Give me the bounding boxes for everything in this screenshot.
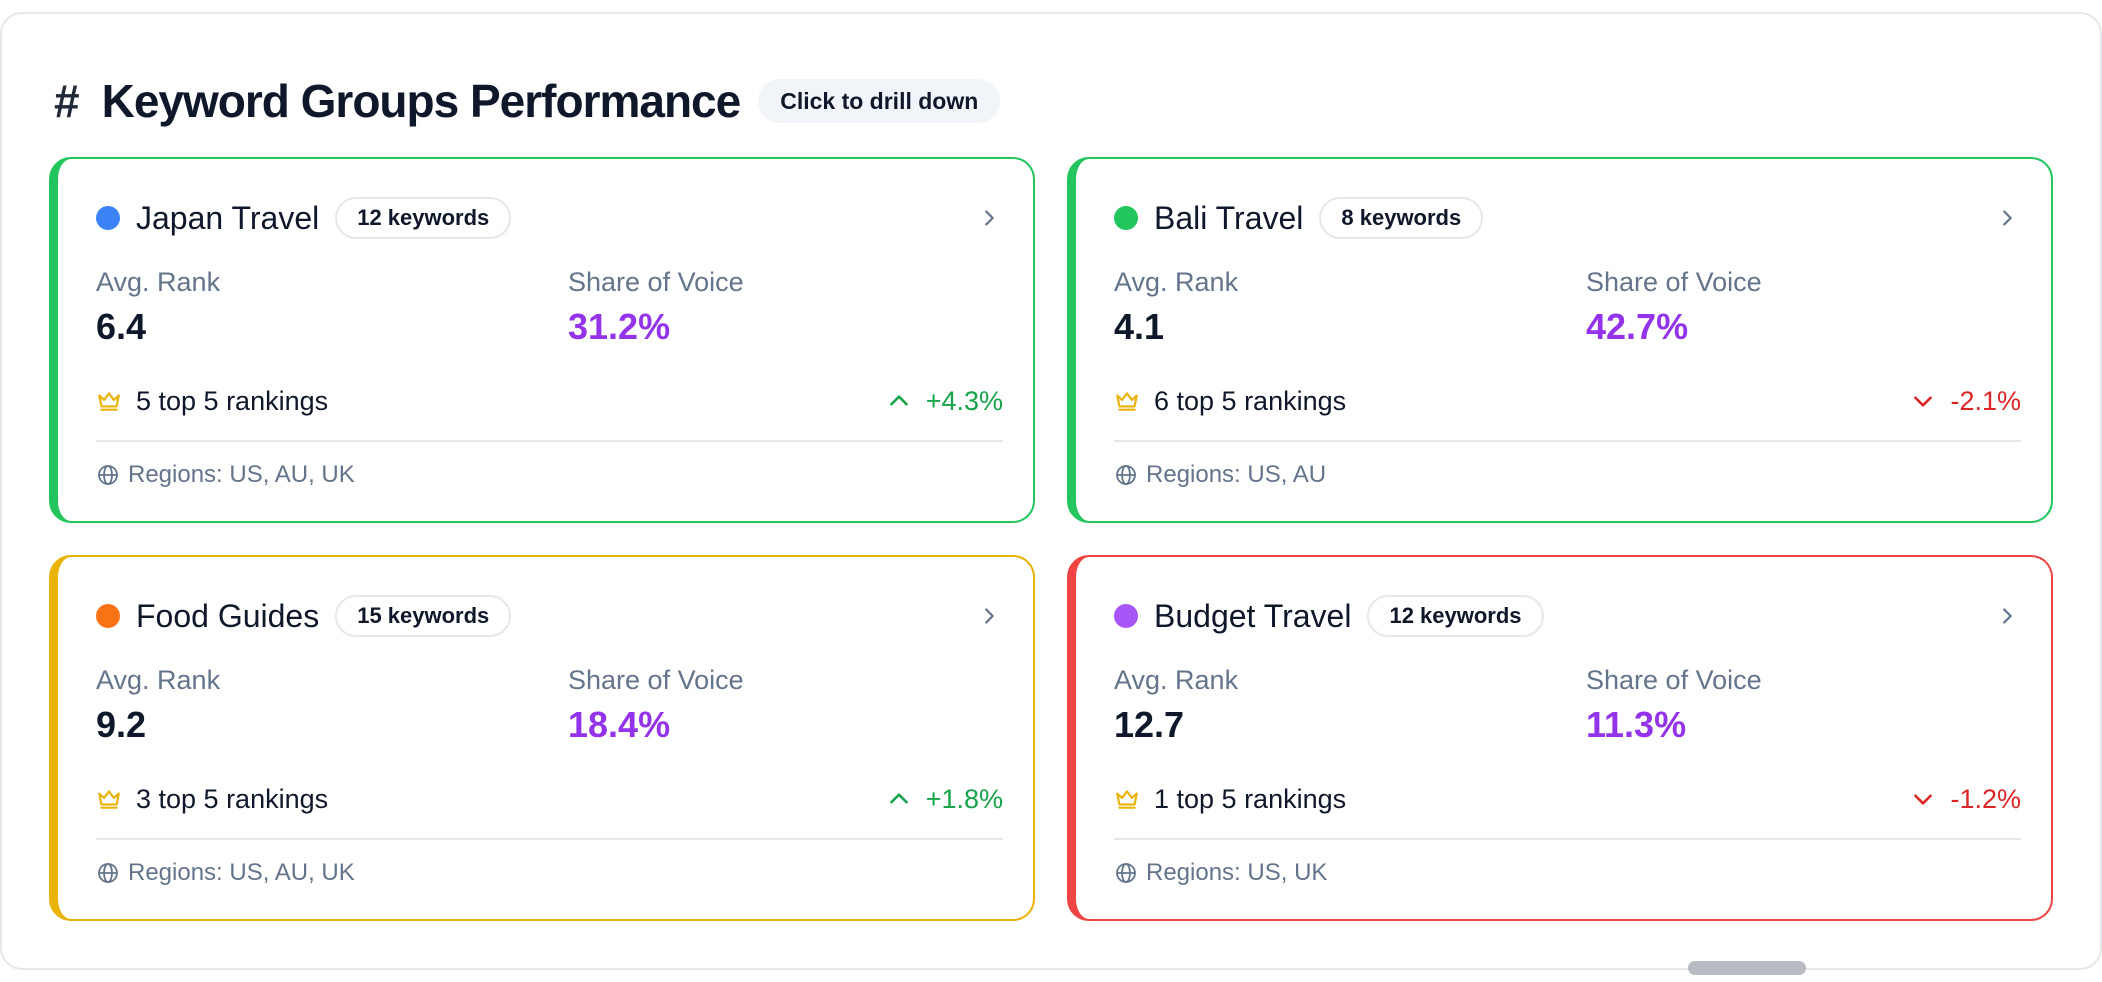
avg-rank-label: Avg. Rank	[1114, 665, 1239, 695]
chevron-right-icon[interactable]	[1993, 602, 2021, 630]
group-card-budget-travel[interactable]: Budget Travel 12 keywords Avg. Rank 12.7…	[1067, 555, 2053, 921]
share-of-voice-metric: Share of Voice 18.4%	[568, 663, 744, 749]
card-header: Budget Travel 12 keywords	[1114, 593, 2021, 639]
avg-rank-value: 12.7	[1114, 704, 1185, 745]
share-of-voice-label: Share of Voice	[568, 267, 744, 297]
regions-text: Regions: US, AU, UK	[128, 461, 355, 488]
share-of-voice-value: 42.7%	[1586, 306, 1689, 347]
top-rankings: 3 top 5 rankings	[96, 779, 328, 819]
regions: Regions: US, AU, UK	[96, 457, 355, 493]
chevron-right-icon[interactable]	[975, 602, 1003, 630]
regions-text: Regions: US, AU, UK	[128, 859, 355, 886]
trend-indicator: -1.2%	[1910, 779, 2021, 819]
globe-icon	[1116, 465, 1136, 485]
trend-indicator: +1.8%	[886, 779, 1003, 819]
keyword-count-badge: 15 keywords	[335, 595, 512, 637]
card-divider	[96, 440, 1003, 442]
card-header: Bali Travel 8 keywords	[1114, 195, 2021, 241]
panel-header: # Keyword Groups Performance Click to dr…	[54, 64, 1001, 138]
top-rankings: 1 top 5 rankings	[1114, 779, 1346, 819]
trend-indicator: +4.3%	[886, 381, 1003, 421]
group-color-dot	[1114, 206, 1138, 230]
chevron-down-icon	[1914, 794, 1933, 805]
chevron-up-icon	[889, 395, 908, 406]
keyword-count-badge: 12 keywords	[1367, 595, 1544, 637]
top-rankings-text: 3 top 5 rankings	[136, 783, 329, 814]
card-divider	[1114, 838, 2021, 840]
share-of-voice-metric: Share of Voice 11.3%	[1586, 663, 1762, 749]
regions-text: Regions: US, UK	[1146, 859, 1328, 886]
top-rankings: 6 top 5 rankings	[1114, 381, 1346, 421]
drill-down-hint-badge: Click to drill down	[758, 79, 1001, 123]
chevron-up-icon	[889, 793, 908, 804]
avg-rank-metric: Avg. Rank 12.7	[1114, 663, 1238, 749]
regions: Regions: US, AU	[1114, 457, 1326, 493]
share-of-voice-label: Share of Voice	[1586, 665, 1762, 695]
card-header: Food Guides 15 keywords	[96, 593, 1003, 639]
share-of-voice-label: Share of Voice	[568, 665, 744, 695]
group-card-japan-travel[interactable]: Japan Travel 12 keywords Avg. Rank 6.4 S…	[49, 157, 1035, 523]
regions-text: Regions: US, AU	[1146, 461, 1327, 488]
top-rankings-text: 1 top 5 rankings	[1154, 783, 1347, 814]
share-of-voice-label: Share of Voice	[1586, 267, 1762, 297]
avg-rank-label: Avg. Rank	[1114, 267, 1239, 297]
chevron-down-icon	[1914, 396, 1933, 407]
trend-value: +1.8%	[925, 783, 1003, 814]
globe-icon	[98, 465, 118, 485]
group-color-dot	[96, 604, 120, 628]
globe-icon	[98, 863, 118, 883]
card-header: Japan Travel 12 keywords	[96, 195, 1003, 241]
share-of-voice-value: 31.2%	[568, 306, 671, 347]
keyword-count-badge: 12 keywords	[335, 197, 512, 239]
horizontal-scrollbar-thumb[interactable]	[1688, 961, 1806, 975]
avg-rank-value: 4.1	[1114, 306, 1165, 347]
top-rankings: 5 top 5 rankings	[96, 381, 328, 421]
group-name: Budget Travel	[1154, 597, 1352, 634]
hash-icon: #	[54, 75, 80, 127]
chevron-right-icon[interactable]	[1993, 204, 2021, 232]
chevron-right-icon[interactable]	[975, 204, 1003, 232]
share-of-voice-value: 18.4%	[568, 704, 671, 745]
group-color-dot	[96, 206, 120, 230]
keyword-count-badge: 8 keywords	[1319, 197, 1484, 239]
group-card-bali-travel[interactable]: Bali Travel 8 keywords Avg. Rank 4.1 Sha…	[1067, 157, 2053, 523]
group-card-food-guides[interactable]: Food Guides 15 keywords Avg. Rank 9.2 Sh…	[49, 555, 1035, 921]
page-title: Keyword Groups Performance	[101, 75, 742, 127]
regions: Regions: US, UK	[1114, 855, 1327, 891]
avg-rank-value: 6.4	[96, 306, 147, 347]
regions: Regions: US, AU, UK	[96, 855, 355, 891]
share-of-voice-metric: Share of Voice 31.2%	[568, 265, 744, 351]
avg-rank-label: Avg. Rank	[96, 267, 221, 297]
group-name: Food Guides	[136, 597, 320, 634]
avg-rank-metric: Avg. Rank 6.4	[96, 265, 220, 351]
trend-indicator: -2.1%	[1910, 381, 2021, 421]
crown-icon	[98, 790, 120, 809]
avg-rank-metric: Avg. Rank 4.1	[1114, 265, 1238, 351]
avg-rank-metric: Avg. Rank 9.2	[96, 663, 220, 749]
avg-rank-value: 9.2	[96, 704, 147, 745]
trend-value: -1.2%	[1950, 783, 2021, 814]
group-color-dot	[1114, 604, 1138, 628]
group-name: Japan Travel	[136, 199, 320, 236]
top-rankings-text: 5 top 5 rankings	[136, 385, 329, 416]
globe-icon	[1116, 863, 1136, 883]
trend-value: -2.1%	[1950, 385, 2021, 416]
share-of-voice-value: 11.3%	[1586, 704, 1687, 745]
top-rankings-text: 6 top 5 rankings	[1154, 385, 1347, 416]
trend-value: +4.3%	[925, 385, 1003, 416]
avg-rank-label: Avg. Rank	[96, 665, 221, 695]
share-of-voice-metric: Share of Voice 42.7%	[1586, 265, 1762, 351]
crown-icon	[98, 392, 120, 411]
crown-icon	[1116, 790, 1138, 809]
crown-icon	[1116, 392, 1138, 411]
card-divider	[96, 838, 1003, 840]
card-divider	[1114, 440, 2021, 442]
group-name: Bali Travel	[1154, 199, 1304, 236]
